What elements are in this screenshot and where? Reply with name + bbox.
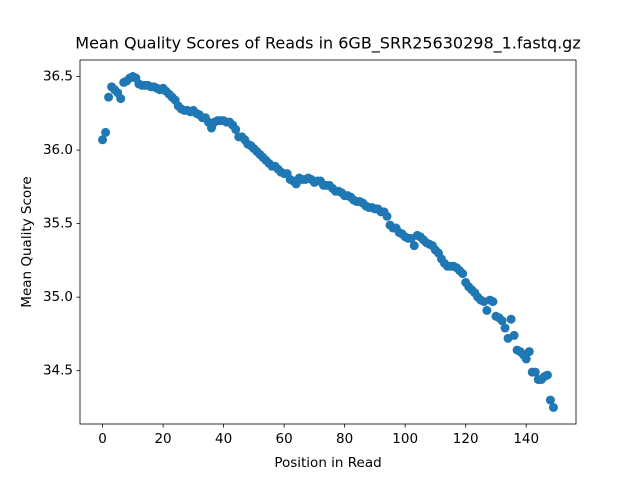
point [409, 241, 419, 251]
point [542, 370, 552, 380]
x-tick-label: 120 [453, 431, 479, 447]
point [382, 211, 392, 221]
point [116, 94, 126, 104]
point [506, 314, 516, 324]
y-tick-label: 34.5 [43, 363, 73, 379]
point [488, 297, 498, 307]
x-tick-label: 0 [98, 431, 107, 447]
y-tick-label: 35.0 [43, 289, 73, 305]
point [497, 316, 507, 326]
y-tick-label: 36.0 [43, 142, 73, 158]
point [101, 127, 111, 137]
y-axis-label: Mean Quality Score [19, 176, 35, 307]
point [530, 367, 540, 377]
point [104, 92, 114, 102]
x-tick-label: 40 [215, 431, 232, 447]
x-tick-label: 60 [276, 431, 293, 447]
y-tick-label: 35.5 [43, 216, 73, 232]
point [545, 395, 555, 405]
point [458, 269, 468, 279]
y-tick-label: 36.5 [43, 69, 73, 85]
point [524, 347, 534, 357]
plot-frame [79, 59, 577, 425]
x-tick-label: 100 [392, 431, 418, 447]
x-tick-label: 20 [154, 431, 171, 447]
point [231, 124, 241, 134]
x-tick-label: 80 [336, 431, 353, 447]
point [482, 305, 492, 315]
x-tick-label: 140 [513, 431, 539, 447]
point [548, 402, 558, 412]
point [500, 323, 510, 333]
point [98, 135, 108, 145]
x-axis-label: Position in Read [274, 455, 381, 471]
chart-title: Mean Quality Scores of Reads in 6GB_SRR2… [75, 34, 580, 54]
point [521, 354, 531, 364]
point [509, 330, 519, 340]
